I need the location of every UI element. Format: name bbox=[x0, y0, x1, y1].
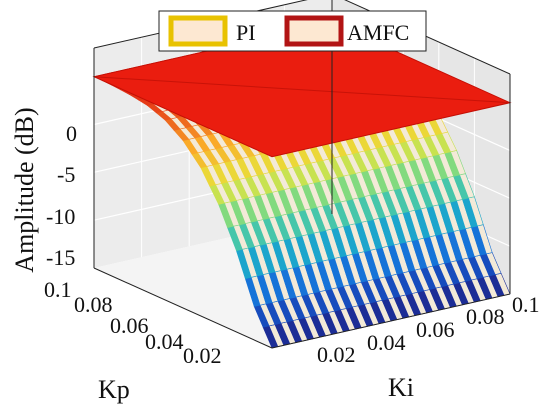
kp-tick-label: 0.06 bbox=[110, 313, 149, 338]
kp-axis-label: Kp bbox=[98, 375, 130, 404]
z-tick-label: -5 bbox=[57, 162, 75, 187]
ki-tick-label: 0.08 bbox=[466, 304, 505, 329]
tick-labels: 0 -5 -10 -15 0.1 0.08 0.06 0.04 0.02 0.0… bbox=[44, 121, 540, 368]
ki-axis-label: Ki bbox=[388, 373, 414, 402]
legend-label-amfc: AMFC bbox=[347, 20, 409, 45]
legend: PI AMFC bbox=[158, 10, 427, 52]
legend-entry-pi: PI bbox=[168, 15, 256, 47]
box-edge-ki-axis bbox=[271, 293, 511, 349]
z-tick-label: -10 bbox=[46, 204, 75, 229]
box-edge-kp-axis bbox=[93, 267, 273, 349]
legend-swatch-amfc bbox=[284, 15, 344, 47]
z-tick-label: -15 bbox=[46, 245, 75, 270]
kp-tick-label: 0.1 bbox=[44, 277, 72, 302]
legend-label-pi: PI bbox=[236, 20, 256, 45]
kp-tick-label: 0.04 bbox=[145, 329, 184, 354]
ki-tick-label: 0.04 bbox=[367, 330, 406, 355]
z-tick-label: 0 bbox=[66, 121, 77, 146]
legend-entry-amfc: AMFC bbox=[284, 15, 409, 47]
amfc-fold-line bbox=[93, 76, 511, 104]
legend-swatch-pi bbox=[168, 15, 228, 47]
kp-tick-label: 0.08 bbox=[74, 292, 113, 317]
z-axis-label: Amplitude (dB) bbox=[10, 107, 39, 272]
kp-tick-label: 0.02 bbox=[183, 343, 222, 368]
ki-tick-label: 0.06 bbox=[416, 317, 455, 342]
ki-tick-label: 0.02 bbox=[317, 342, 356, 367]
ki-tick-label: 0.1 bbox=[512, 292, 540, 317]
